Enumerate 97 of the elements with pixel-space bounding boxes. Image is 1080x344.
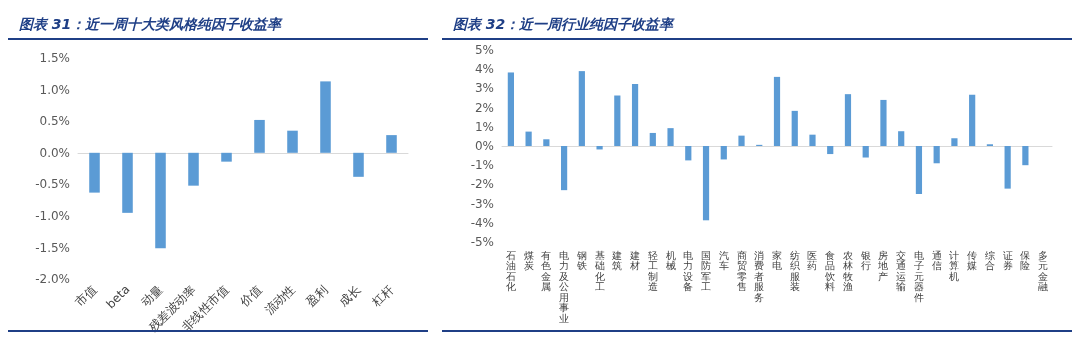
x-tick-label: 国防军工 — [701, 249, 712, 293]
x-tick-label: 消费者服务 — [754, 249, 765, 303]
bar — [560, 146, 568, 191]
x-tick-label: 多元金融 — [1038, 249, 1049, 293]
x-tick-label: 价值 — [236, 282, 265, 310]
y-tick-label: -2.0% — [35, 272, 70, 287]
x-tick-label: 证券 — [1002, 249, 1013, 272]
chart-title: 图表 31：近一周十大类风格纯因子收益率 — [19, 16, 284, 32]
y-tick-label: -3% — [470, 196, 494, 211]
y-tick-label: 0.0% — [39, 145, 70, 160]
y-tick-label: 1.0% — [39, 82, 70, 97]
y-tick-label: -1.5% — [35, 240, 70, 255]
x-tick-label: 保险 — [1020, 249, 1031, 272]
x-tick-label: 建筑 — [611, 249, 623, 272]
x-tick-label: 流动性 — [262, 282, 298, 318]
x-tick-label: 机械 — [665, 249, 676, 272]
bar — [221, 152, 232, 162]
x-tick-label: 纺织服装 — [789, 249, 800, 293]
x-tick-label: 电子元器件 — [913, 249, 924, 303]
bar — [578, 71, 585, 146]
y-tick-label: 3% — [474, 81, 494, 96]
bar — [773, 76, 781, 146]
y-tick-label: -1% — [470, 158, 494, 173]
y-tick-label: -2% — [470, 177, 494, 192]
bar — [525, 131, 532, 146]
bar — [188, 152, 199, 186]
bar — [122, 152, 133, 213]
bar — [915, 146, 923, 194]
bar — [89, 152, 100, 193]
x-tick-label: 盈利 — [303, 282, 331, 310]
x-tick-label: 石油石化 — [505, 249, 516, 293]
x-tick-label: 食品饮料 — [824, 249, 836, 293]
bar — [667, 128, 674, 146]
bar — [386, 135, 397, 153]
y-tick-label: -0.5% — [35, 177, 70, 192]
bar — [933, 146, 940, 164]
x-tick-label: 建材 — [629, 249, 641, 272]
bar — [844, 94, 852, 146]
x-tick-label: 基础化工 — [593, 249, 605, 293]
bar — [951, 138, 958, 146]
x-tick-label: 有色金属 — [541, 249, 552, 293]
bar — [1022, 146, 1029, 166]
bar — [543, 139, 550, 146]
x-tick-label: 计算机 — [949, 249, 960, 282]
x-tick-label: 钢铁 — [575, 249, 587, 272]
bar — [827, 146, 834, 155]
bar — [898, 131, 905, 146]
x-tick-label: 银行 — [859, 249, 871, 272]
bar — [969, 94, 976, 146]
x-tick-label: 房地产 — [877, 249, 889, 282]
y-tick-label: -5% — [470, 235, 494, 249]
bar — [649, 132, 656, 146]
bar — [614, 95, 621, 146]
x-tick-label: 农林牧渔 — [841, 249, 853, 293]
x-tick-label: 家电 — [772, 249, 782, 272]
x-tick-label: 交通运输 — [896, 249, 907, 293]
y-tick-label: -4% — [470, 215, 494, 230]
x-tick-label: 煤炭 — [523, 249, 534, 272]
x-tick-label: 综合 — [984, 249, 995, 272]
chart-title: 图表 32：近一周行业纯因子收益率 — [453, 16, 676, 32]
y-tick-label: 1.5% — [39, 51, 70, 65]
bar — [862, 146, 869, 158]
x-tick-label: 医药 — [807, 249, 818, 272]
x-tick-label: 成长 — [336, 282, 364, 310]
bar — [809, 134, 816, 146]
x-tick-label: 动量 — [138, 282, 166, 310]
y-tick-label: 1% — [474, 119, 494, 134]
bar — [880, 99, 887, 146]
bar — [631, 83, 639, 146]
x-tick-label: 传媒 — [967, 249, 978, 272]
x-tick-label: 通信 — [931, 249, 942, 272]
bar — [287, 130, 298, 153]
y-tick-label: 5% — [474, 43, 494, 57]
x-tick-label: 市值 — [72, 282, 100, 310]
x-tick-label: 汽车 — [718, 249, 729, 272]
bar — [320, 81, 331, 153]
bar — [685, 146, 692, 161]
bar — [720, 146, 727, 160]
bar — [738, 135, 745, 146]
y-tick-label: 0.5% — [39, 114, 70, 129]
bar — [254, 119, 265, 153]
bar — [596, 146, 603, 150]
x-tick-label: 轻工制造 — [647, 249, 658, 293]
x-tick-label: 电力设备 — [683, 249, 694, 293]
bar — [155, 152, 166, 249]
y-tick-label: 0% — [474, 139, 494, 153]
x-tick-label: 杠杆 — [368, 282, 397, 310]
y-tick-label: 4% — [474, 62, 494, 77]
bar — [702, 146, 710, 221]
bar — [1004, 146, 1011, 189]
x-tick-label: 电力及公用事业 — [559, 249, 570, 324]
x-tick-label: 商贸零售 — [736, 249, 747, 293]
y-tick-label: -1.0% — [35, 209, 70, 224]
y-tick-label: 2% — [474, 100, 494, 115]
bar — [791, 110, 798, 146]
bar — [353, 152, 364, 177]
bar — [507, 72, 514, 146]
